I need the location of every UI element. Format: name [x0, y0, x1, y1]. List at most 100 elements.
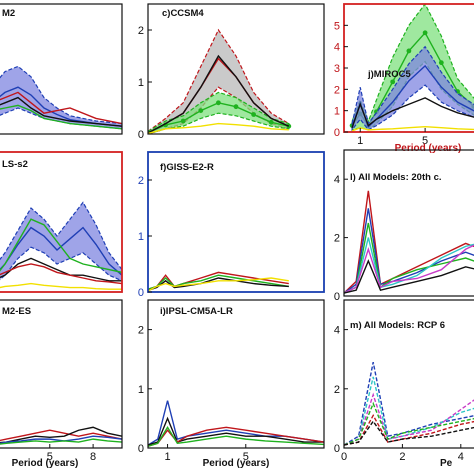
panel-h-label: M2-ES — [2, 306, 31, 317]
panel-f: f)GISS-E2-R 0 1 2 — [138, 151, 325, 299]
panel-j-point-0-6 — [422, 30, 428, 36]
panel-i-line-1 — [148, 416, 324, 446]
panel-i-frame — [147, 299, 325, 449]
panel-i-xtick-label-1: 5 — [243, 451, 249, 463]
panel-m-ytick-label-0: 0 — [334, 443, 340, 455]
panel-m-frame — [343, 299, 474, 449]
panel-l-line-3 — [344, 237, 474, 294]
panel-m-label: m) All Models: RCP 6 — [350, 320, 445, 331]
panel-l-line-2 — [344, 222, 474, 294]
panel-h-xlabel: Period (years) — [12, 458, 79, 469]
panel-c-point-1-4 — [216, 100, 221, 106]
panel-m-line-0 — [344, 362, 474, 446]
panel-c-ytick-label-1: 1 — [138, 77, 144, 89]
panel-c-point-1-2 — [180, 118, 186, 124]
panel-j-point-0-4 — [390, 79, 396, 85]
panel-l-frame — [343, 149, 474, 297]
panel-e: LS-s2 — [0, 151, 123, 293]
panel-j-point-0-7 — [438, 60, 444, 66]
panel-j-line-2 — [351, 97, 474, 128]
panel-h-frame — [0, 299, 123, 449]
panel-a-line-3 — [0, 104, 122, 130]
panel-e-line-1 — [0, 218, 122, 274]
panel-f-ytick-label-0: 0 — [138, 287, 144, 299]
panel-c-ytick-label-2: 2 — [138, 25, 144, 37]
panel-h-line-0 — [0, 429, 122, 442]
panel-f-ytick-label-2: 2 — [138, 175, 144, 187]
panel-f-frame — [147, 151, 325, 293]
panel-i-ytick-label-1: 1 — [138, 384, 144, 396]
panel-c-point-1-6 — [251, 112, 256, 117]
panel-m-ytick-label-1: 2 — [334, 384, 340, 396]
panel-j-ytick-label-2: 2 — [334, 84, 340, 96]
panel-i-xlabel: Period (years) — [203, 458, 270, 469]
panel-a-plot-area — [0, 65, 122, 130]
panel-h: M2-ES 5 8 Period (years) — [0, 299, 123, 469]
panel-h-xtick-label-0: 5 — [47, 451, 53, 463]
panel-j-ytick-label-3: 3 — [334, 63, 340, 75]
panel-m-line-3 — [344, 401, 474, 446]
panel-a-label: M2 — [2, 8, 15, 19]
panel-f-label: f)GISS-E2-R — [160, 162, 214, 173]
panel-m: m) All Models: RCP 6 0 2 4 0 2 4 Pe — [334, 299, 474, 469]
panel-a-frame — [0, 3, 123, 135]
panel-f-line-1 — [148, 274, 289, 290]
panel-e-frame — [0, 151, 123, 293]
panel-j-line-3 — [351, 125, 474, 132]
panel-l: l) All Models: 20th c. 0 2 4 — [334, 149, 474, 303]
panel-a-line-1 — [0, 91, 122, 125]
panel-m-ytick-label-2: 4 — [334, 325, 340, 337]
panel-e-line-4 — [0, 282, 122, 290]
panel-c-line-2 — [148, 54, 290, 134]
panel-j-xtick-label-1: 5 — [422, 135, 428, 147]
panel-c-line-3 — [148, 122, 289, 134]
panel-i-plot-area — [148, 400, 324, 447]
panel-l-line-5 — [344, 259, 474, 294]
panel-h-line-1 — [0, 426, 122, 444]
panel-c-point-1-5 — [233, 104, 239, 110]
panel-m-plot-area — [344, 362, 474, 446]
panel-m-line-5 — [344, 420, 474, 446]
panel-a: M2 — [0, 3, 123, 135]
panel-e-plot-area — [0, 201, 122, 290]
panel-l-ytick-label-1: 2 — [334, 233, 340, 245]
panel-m-xtick-label-0: 0 — [341, 451, 347, 463]
panel-f-plot-area — [148, 271, 289, 292]
panel-j-xlabel: Period (years) — [395, 143, 462, 154]
panel-i-ytick-label-2: 2 — [138, 325, 144, 337]
panel-c: c)CCSM4 0 1 2 — [138, 3, 325, 141]
panel-j-xtick-label-0: 1 — [357, 135, 363, 147]
panel-l-plot-area — [344, 190, 474, 294]
panel-i-xtick-label-0: 1 — [164, 451, 170, 463]
panel-m-line-2 — [344, 392, 474, 446]
panel-l-label: l) All Models: 20th c. — [350, 172, 442, 183]
panel-m-xtick-label-2: 4 — [458, 451, 464, 463]
panel-e-line-3 — [0, 263, 122, 285]
panel-e-line-2 — [0, 257, 122, 282]
panel-c-plot-area — [148, 28, 292, 134]
panel-l-line-4 — [344, 244, 474, 294]
panel-m-xtick-label-1: 2 — [399, 451, 405, 463]
panel-i-label: i)IPSL-CM5A-LR — [160, 306, 233, 317]
panel-c-point-1-3 — [198, 108, 204, 113]
panel-e-label: LS-s2 — [2, 159, 28, 170]
panel-j-ytick-label-1: 1 — [334, 106, 340, 118]
panel-l-ytick-label-2: 4 — [334, 174, 340, 186]
panel-c-ytick-label-0: 0 — [138, 129, 144, 141]
panel-j-ytick-label-0: 0 — [334, 127, 340, 139]
panel-e-band-0 — [0, 201, 122, 282]
panel-c-frame — [147, 3, 325, 135]
panel-c-band-1 — [148, 91, 290, 134]
panel-i-line-3 — [148, 425, 324, 447]
panel-m-xlabel: Pe — [440, 458, 453, 469]
panel-j-ytick-label-5: 5 — [334, 20, 340, 32]
panel-l-ytick-label-0: 0 — [334, 291, 340, 303]
panel-f-line-3 — [148, 277, 289, 292]
panel-f-ytick-label-1: 1 — [138, 231, 144, 243]
panel-h-line-3 — [0, 438, 122, 445]
panel-a-line-2 — [0, 96, 122, 127]
panel-h-line-2 — [0, 435, 122, 445]
panel-j-band-1 — [351, 45, 474, 132]
